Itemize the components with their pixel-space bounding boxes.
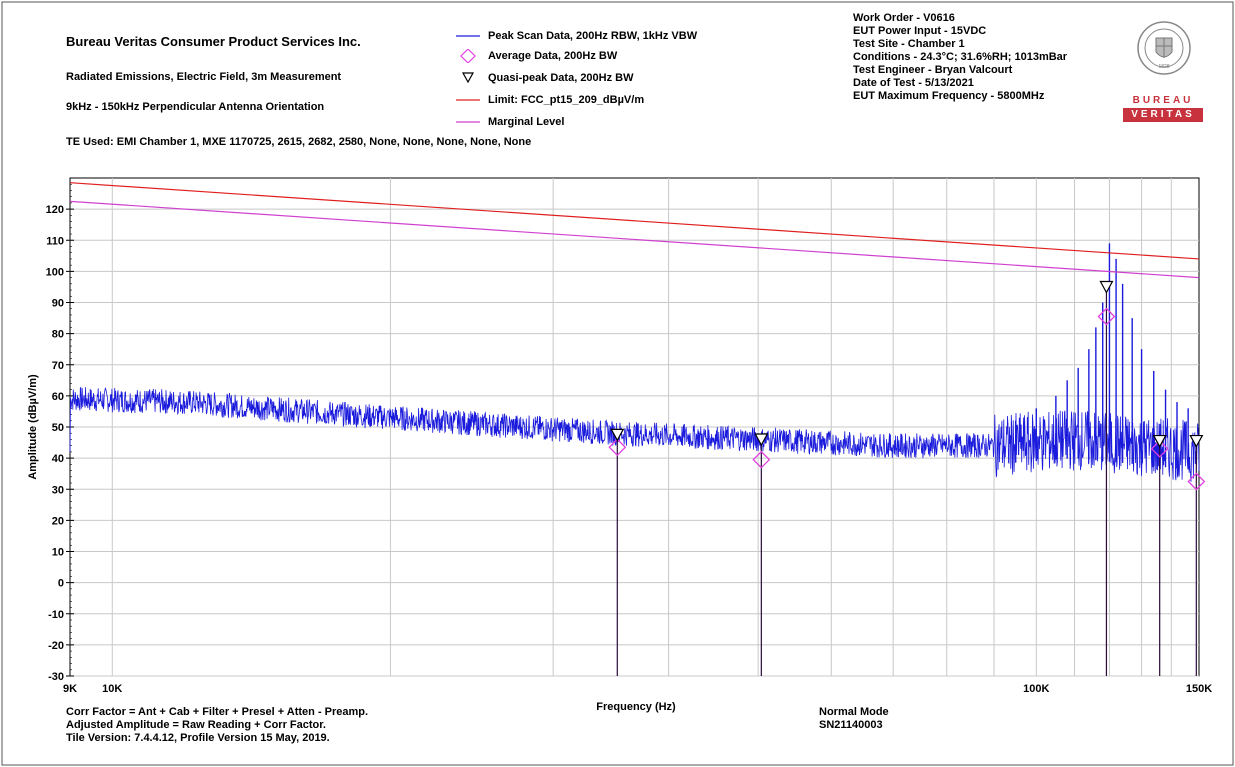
line-icon: [456, 121, 480, 123]
test-engineer: Test Engineer - Bryan Valcourt: [853, 64, 1013, 76]
y-tick-label: 40: [52, 453, 64, 465]
seal-year: 1828: [1158, 64, 1169, 70]
y-axis-label: Amplitude (dBµV/m): [27, 374, 39, 480]
x-tick-label: 9K: [63, 683, 77, 695]
y-tick-label: 70: [52, 360, 64, 372]
logo-bureau: BUREAU: [1132, 95, 1194, 106]
test-site: Test Site - Chamber 1: [853, 38, 965, 50]
normal-mode: Normal Mode: [819, 706, 889, 718]
quasi-peak-marker: [754, 433, 769, 447]
test-info: Work Order - V0616 EUT Power Input - 15V…: [853, 12, 1067, 103]
average-marker: [1097, 307, 1116, 326]
quasi-peak-marker: [1189, 434, 1204, 448]
quasi-peak-marker: [1099, 280, 1114, 294]
y-tick-label: 60: [52, 391, 64, 403]
peak-scan-trace: [69, 386, 1200, 482]
y-tick-label: 100: [46, 266, 64, 278]
legend-item-quasi-peak: Quasi-peak Data, 200Hz BW: [454, 68, 634, 88]
average-marker: [752, 450, 771, 469]
y-tick-label: 50: [52, 422, 64, 434]
corr-factor: Corr Factor = Ant + Cab + Filter + Prese…: [66, 706, 369, 718]
bureau-veritas-seal-icon: 1828: [1137, 21, 1191, 75]
legend-label: Limit: FCC_pt15_209_dBµV/m: [488, 94, 645, 106]
y-tick-label: 30: [52, 484, 64, 496]
footer-left: Corr Factor = Ant + Cab + Filter + Prese…: [66, 706, 368, 745]
quasi-peak-marker: [610, 428, 625, 442]
legend-label: Average Data, 200Hz BW: [488, 50, 618, 62]
quasi-peak-marker: [1152, 434, 1167, 448]
x-axis-label: Frequency (Hz): [596, 701, 676, 713]
y-tick-label: -10: [48, 609, 64, 621]
y-tick-label: 80: [52, 329, 64, 341]
legend-label: Peak Scan Data, 200Hz RBW, 1kHz VBW: [488, 30, 698, 42]
y-tick-label: -20: [48, 640, 64, 652]
legend-item-average: Average Data, 200Hz BW: [454, 46, 617, 66]
work-order: Work Order - V0616: [853, 12, 955, 24]
adjusted-amplitude: Adjusted Amplitude = Raw Reading + Corr …: [66, 719, 326, 731]
conditions: Conditions - 24.3°C; 31.6%RH; 1013mBar: [853, 51, 1068, 63]
legend-item-limit: Limit: FCC_pt15_209_dBµV/m: [454, 90, 644, 110]
y-tick-label: 90: [52, 298, 64, 310]
line-icon: [456, 99, 480, 101]
legend-item-marginal: Marginal Level: [454, 112, 564, 132]
triangle-down-icon: [461, 72, 475, 84]
average-marker: [1150, 439, 1169, 458]
limit-line: [69, 182, 1200, 260]
diamond-icon: [460, 49, 476, 63]
average-marker: [608, 438, 627, 457]
y-tick-label: 0: [58, 578, 64, 590]
legend-item-peak-scan: Peak Scan Data, 200Hz RBW, 1kHz VBW: [454, 26, 697, 46]
serial-number: SN21140003: [819, 719, 883, 731]
marginal-line: [69, 200, 1200, 279]
frequency-range: 9kHz - 150kHz Perpendicular Antenna Orie…: [66, 101, 325, 113]
footer-mode: Normal Mode SN21140003: [819, 706, 889, 732]
y-tick-label: 10: [52, 547, 64, 559]
legend-label: Marginal Level: [488, 116, 565, 128]
x-tick-label: 100K: [1023, 683, 1049, 695]
line-icon: [456, 35, 480, 37]
eut-max-frequency: EUT Maximum Frequency - 5800MHz: [853, 90, 1045, 102]
x-tick-label: 150K: [1186, 683, 1212, 695]
logo-veritas: VERITAS: [1123, 108, 1203, 122]
x-tick-label: 10K: [102, 683, 122, 695]
legend-label: Quasi-peak Data, 200Hz BW: [488, 72, 634, 84]
date-of-test: Date of Test - 5/13/2021: [853, 77, 974, 89]
y-tick-label: 20: [52, 515, 64, 527]
y-tick-label: 110: [46, 235, 64, 247]
measurement-type: Radiated Emissions, Electric Field, 3m M…: [66, 71, 342, 83]
eut-power: EUT Power Input - 15VDC: [853, 25, 987, 37]
tile-version: Tile Version: 7.4.4.12, Profile Version …: [66, 732, 330, 744]
average-marker: [1187, 472, 1206, 491]
te-used: TE Used: EMI Chamber 1, MXE 1170725, 261…: [66, 136, 532, 148]
y-tick-label: -30: [48, 671, 64, 683]
y-tick-label: 120: [46, 204, 64, 216]
company-name: Bureau Veritas Consumer Product Services…: [66, 34, 361, 49]
